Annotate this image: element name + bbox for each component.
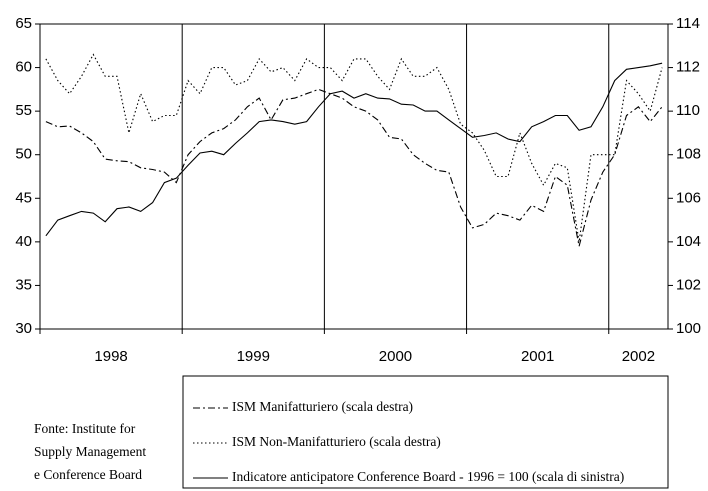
y2-tick-label: 112 [676, 59, 700, 76]
x-tick-label: 2000 [379, 348, 412, 365]
y-tick-label: 45 [15, 189, 32, 206]
y-tick-label: 60 [15, 59, 32, 76]
y-tick-label: 65 [15, 15, 32, 32]
series-line [45, 88, 663, 247]
source-note: Fonte: Institute for [34, 421, 136, 436]
y2-tick-label: 104 [676, 233, 701, 250]
x-tick-label: 2001 [521, 348, 554, 365]
x-tick-label: 2002 [622, 348, 655, 365]
x-tick-label: 1998 [94, 348, 127, 365]
y2-tick-label: 114 [676, 15, 700, 32]
source-note: Supply Management [34, 444, 146, 459]
plot-frame [39, 23, 669, 330]
series-line [45, 62, 663, 237]
y-tick-label: 50 [15, 146, 32, 163]
y-tick-label: 35 [15, 276, 32, 293]
legend-label: Indicatore anticipatore Conference Board… [232, 469, 624, 484]
y2-tick-label: 108 [676, 146, 701, 163]
y-tick-label: 55 [15, 102, 32, 119]
y2-tick-label: 102 [676, 276, 701, 293]
y-tick-label: 40 [15, 233, 32, 250]
y2-tick-label: 100 [676, 320, 701, 337]
y-tick-label: 30 [15, 320, 32, 337]
legend-label: ISM Manifatturiero (scala destra) [232, 399, 413, 414]
source-note: e Conference Board [34, 467, 142, 482]
legend-box [182, 375, 669, 489]
legend-label: ISM Non-Manifatturiero (scala destra) [232, 434, 441, 449]
x-tick-label: 1999 [237, 348, 270, 365]
y2-tick-label: 106 [676, 189, 701, 206]
y2-tick-label: 110 [676, 102, 700, 119]
series-line [45, 53, 663, 242]
